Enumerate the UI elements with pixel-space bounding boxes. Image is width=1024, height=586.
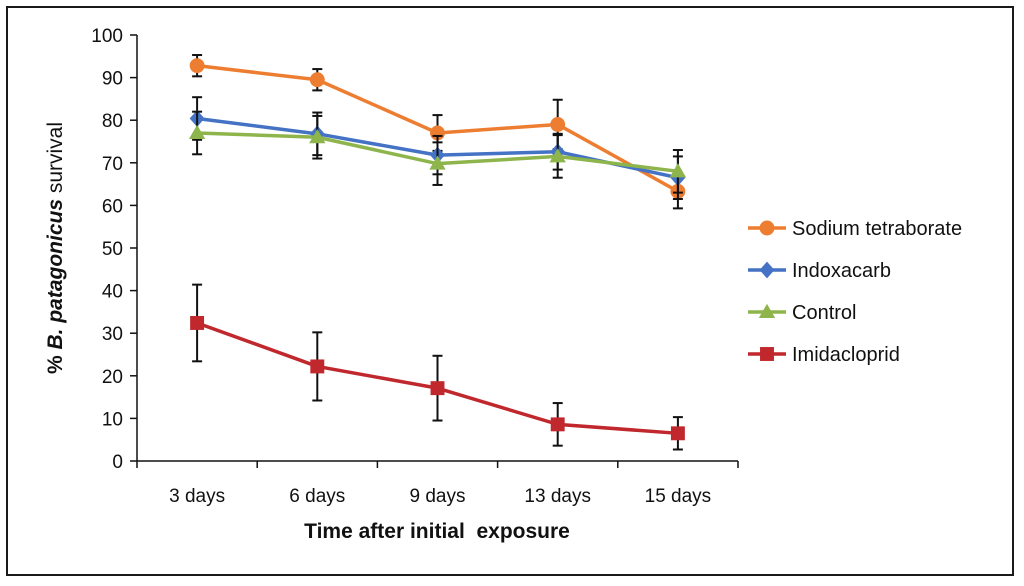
data-point — [309, 129, 326, 144]
series-imidacloprid — [190, 283, 685, 451]
legend: Sodium tetraborate Indoxacarb Control Imida… — [748, 218, 962, 366]
x-tick-label: 3 days — [169, 486, 225, 507]
data-point — [309, 72, 325, 88]
data-point — [669, 163, 687, 178]
chart-frame — [6, 6, 1014, 576]
legend-item: Indoxacarb — [748, 260, 891, 282]
y-tick-label: 10 — [102, 409, 123, 430]
y-tick-label: 20 — [102, 367, 123, 388]
x-tick-label: 13 days — [524, 486, 591, 507]
legend-item: Control — [748, 302, 856, 324]
y-axis-title-prefix: % — [44, 350, 67, 375]
y-tick-label: 60 — [102, 196, 123, 217]
y-tick-label: 50 — [102, 239, 123, 260]
y-tick-label: 100 — [91, 26, 123, 47]
data-point — [670, 426, 685, 441]
y-ticks: 0 10 20 30 40 50 60 70 80 90 100 — [91, 26, 137, 473]
x-tick-label: 6 days — [289, 486, 345, 507]
data-point — [430, 381, 445, 396]
y-axis-title-suffix: survival — [44, 122, 67, 199]
legend-marker — [759, 261, 775, 279]
data-point — [550, 117, 566, 132]
data-point — [550, 417, 565, 432]
y-axis-title-italic: B. patagonicus — [44, 199, 67, 350]
data-point — [189, 58, 205, 74]
series-layer — [188, 54, 687, 451]
legend-marker — [759, 220, 775, 236]
x-axis-title: Time after initial exposure — [304, 520, 570, 543]
y-tick-label: 90 — [102, 69, 123, 90]
y-tick-label: 40 — [102, 282, 123, 303]
x-tick-label: 9 days — [410, 486, 466, 507]
y-axis-title: % B. patagonicus survival — [44, 122, 67, 374]
legend-label: Control — [792, 302, 856, 324]
data-point — [310, 359, 325, 374]
legend-item: Imidacloprid — [748, 344, 900, 366]
y-tick-label: 80 — [102, 111, 123, 132]
legend-marker — [760, 347, 774, 361]
legend-label: Imidacloprid — [792, 344, 900, 366]
x-tick-label: 15 days — [645, 486, 712, 507]
legend-label: Indoxacarb — [792, 260, 891, 282]
y-tick-label: 0 — [112, 452, 123, 473]
x-ticks: 3 days 6 days 9 days 13 days 15 days — [136, 461, 739, 507]
data-point — [549, 148, 566, 163]
data-point — [188, 124, 206, 139]
y-tick-label: 30 — [102, 324, 123, 345]
data-point — [190, 316, 205, 330]
series-control — [188, 110, 687, 194]
data-point — [429, 155, 446, 170]
legend-label: Sodium tetraborate — [792, 218, 962, 240]
legend-item: Sodium tetraborate — [748, 218, 962, 240]
y-tick-label: 70 — [102, 154, 123, 175]
legend-marker — [758, 303, 776, 318]
